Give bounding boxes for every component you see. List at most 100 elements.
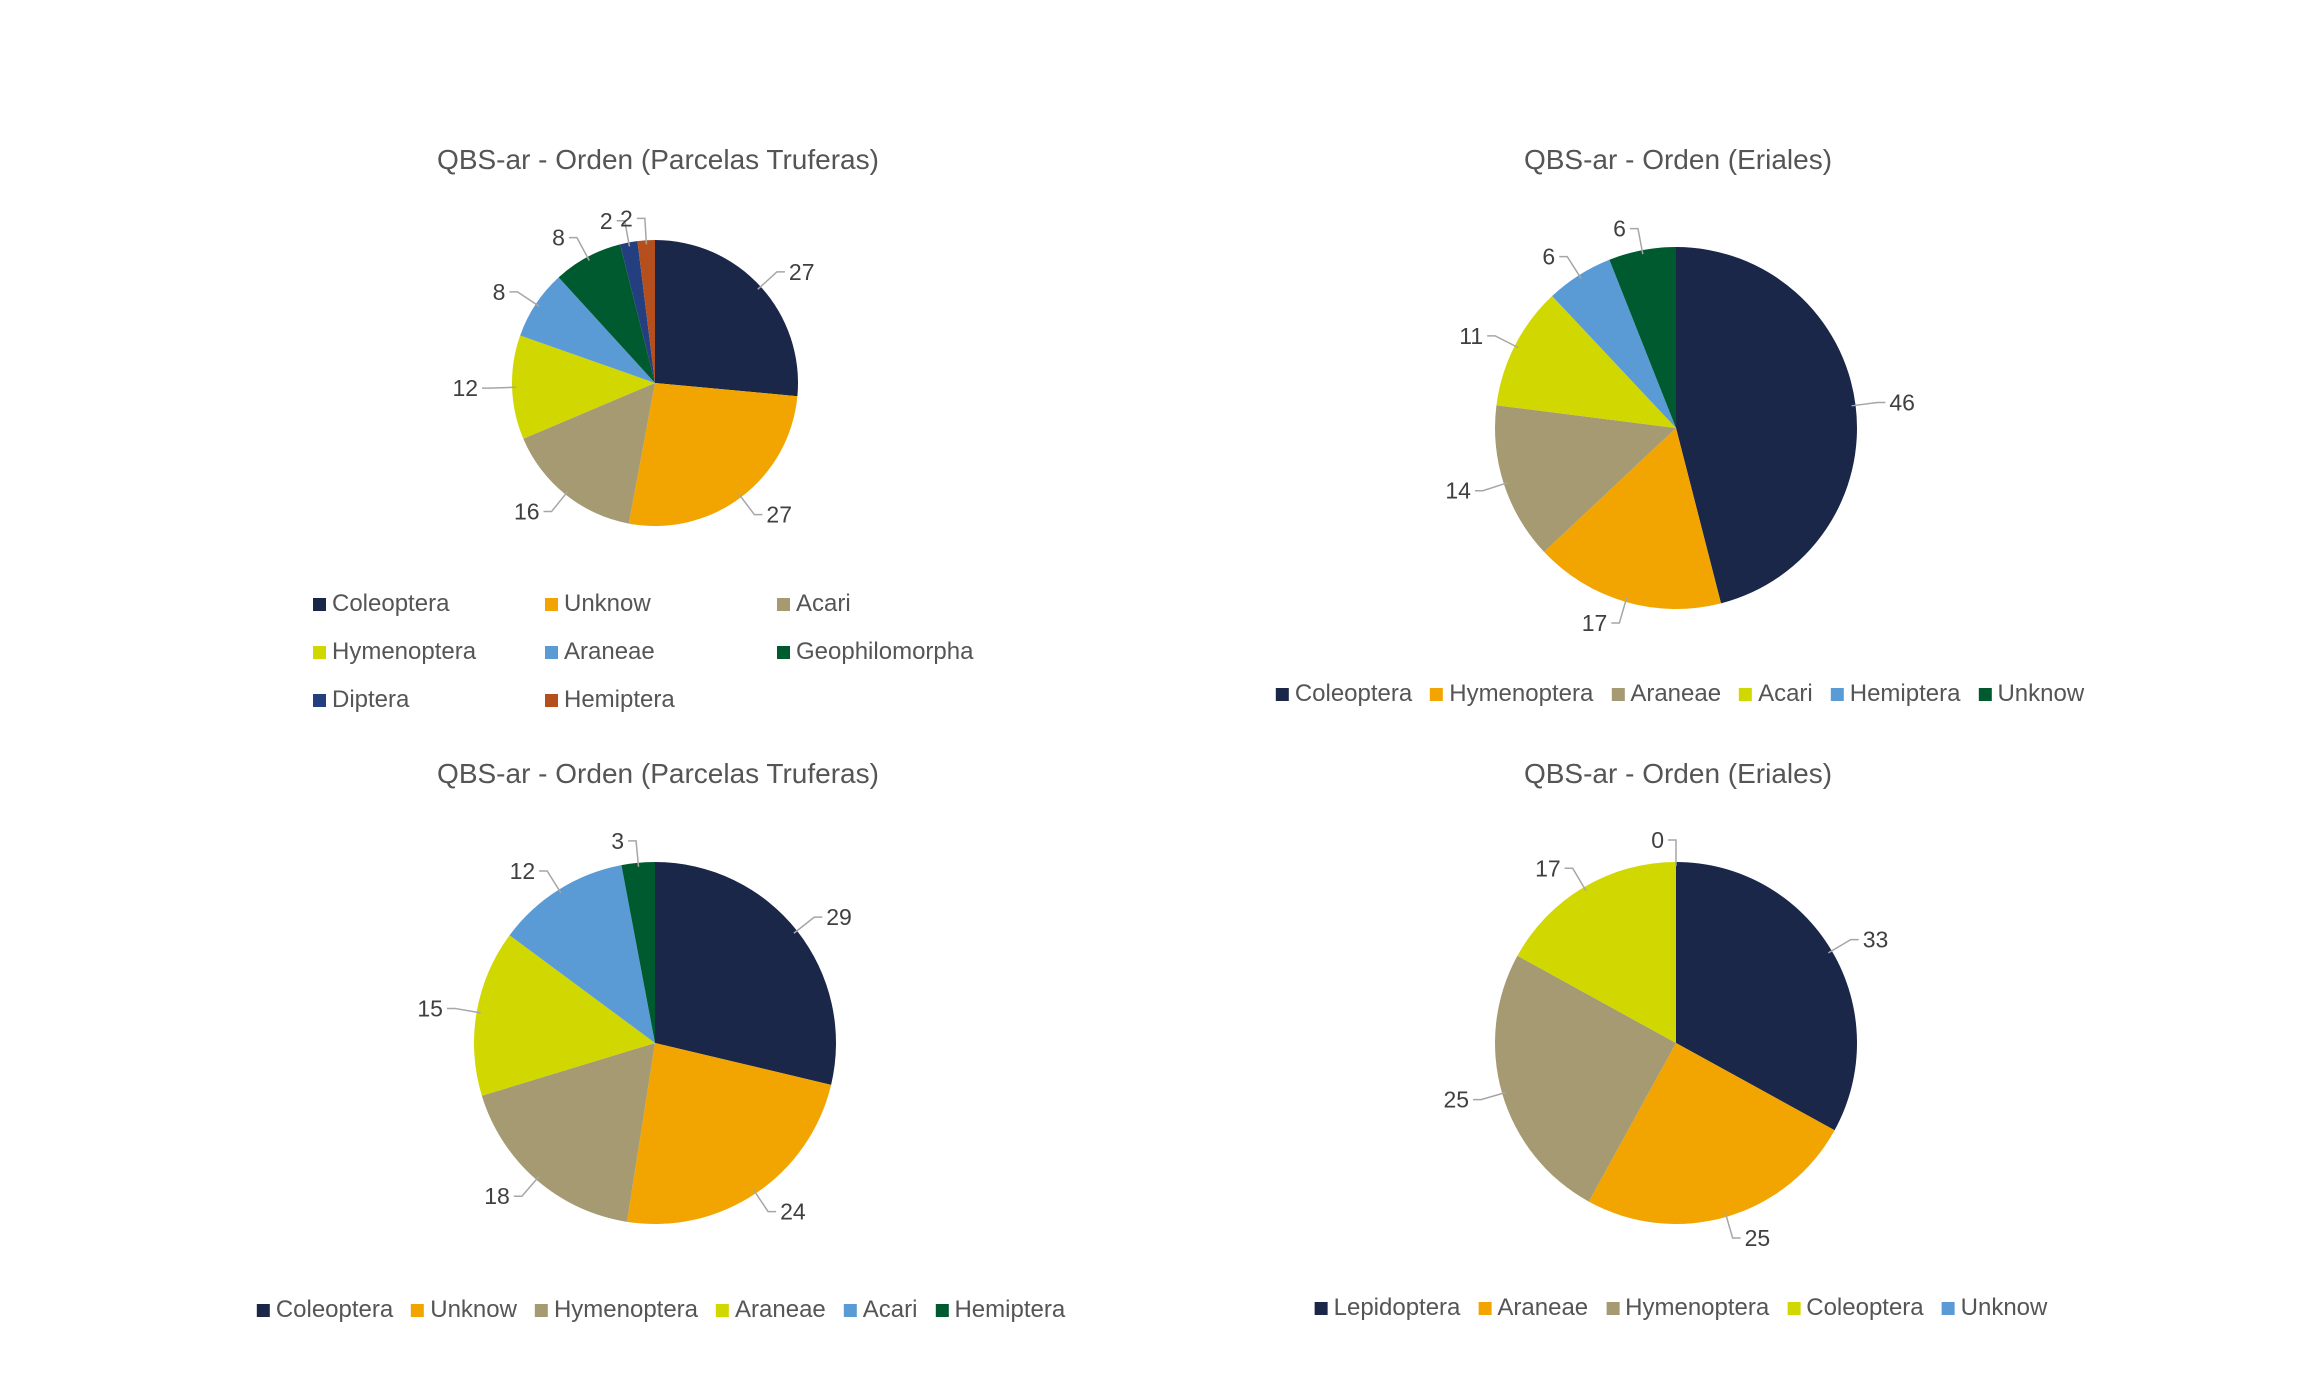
legend-label: Hymenoptera bbox=[332, 638, 477, 665]
legend-item: Hymenoptera bbox=[1430, 680, 1593, 708]
data-label: 0 bbox=[1651, 827, 1664, 853]
data-label: 33 bbox=[1863, 927, 1889, 953]
pie-chart-4: 33 25 25 17 0 bbox=[1443, 827, 1888, 1251]
legend-label: Unknow bbox=[430, 1296, 517, 1323]
legend-swatch bbox=[1314, 1301, 1328, 1315]
leader-line bbox=[752, 1189, 777, 1213]
leader-line bbox=[1474, 481, 1508, 492]
legend-swatch bbox=[534, 1303, 548, 1317]
pie-slice-unknow bbox=[1609, 247, 1676, 428]
data-label: 8 bbox=[552, 225, 565, 251]
chart-title-4: QBS-ar - Orden (Eriales) bbox=[1523, 758, 1833, 789]
pie-slice-coleoptera bbox=[655, 240, 799, 397]
legend-item: Hemiptera bbox=[1830, 680, 1960, 708]
chart-title-3: QBS-ar - Orden (Parcelas Truferas) bbox=[437, 758, 879, 789]
legend-swatch bbox=[1611, 687, 1625, 701]
pie-slice-acari bbox=[523, 383, 655, 524]
pie-chart-2: 46 17 14 11 6 6 bbox=[1445, 216, 1915, 636]
leader-line bbox=[543, 490, 569, 513]
legend-swatch bbox=[1830, 687, 1844, 701]
pie-slice-lepidoptera bbox=[1676, 862, 1857, 1131]
legend-swatch bbox=[1978, 687, 1992, 701]
pie-slice-araneae bbox=[520, 277, 655, 383]
data-label: 11 bbox=[1459, 323, 1483, 349]
legend-swatch bbox=[1941, 1301, 1955, 1315]
leader-line bbox=[1559, 255, 1582, 279]
legend-item: Acari bbox=[843, 1296, 918, 1324]
pie-slice-araneae bbox=[1588, 1043, 1835, 1224]
data-label: 15 bbox=[417, 995, 443, 1021]
data-label: 6 bbox=[1542, 244, 1555, 270]
legend-swatch bbox=[1275, 687, 1289, 701]
pie-slice-unknow bbox=[626, 1043, 832, 1224]
data-label: 12 bbox=[510, 858, 536, 884]
legend-label: Coleoptera bbox=[1806, 1294, 1924, 1321]
leader-line bbox=[636, 217, 648, 245]
legend-label: Hymenoptera bbox=[1625, 1294, 1770, 1321]
legend-label: Lepidoptera bbox=[1333, 1294, 1461, 1321]
pie-slice-acari bbox=[509, 865, 655, 1043]
legend-label: Unknow bbox=[564, 590, 651, 617]
legend-item: Coleoptera bbox=[1275, 680, 1412, 708]
legend-swatch bbox=[777, 597, 790, 611]
data-label: 2 bbox=[600, 208, 613, 234]
legend-swatch bbox=[716, 1303, 730, 1317]
legend-item: Unknow bbox=[1941, 1294, 2048, 1322]
leader-line bbox=[1668, 839, 1677, 866]
leader-line bbox=[539, 870, 562, 894]
legend-item: Araneae bbox=[1611, 680, 1721, 708]
legend-label: Acari bbox=[796, 590, 851, 617]
legend-label: Unknow bbox=[1960, 1294, 2048, 1321]
leader-line bbox=[793, 916, 823, 934]
legend-swatch bbox=[843, 1303, 857, 1317]
legend-label: Acari bbox=[1758, 680, 1813, 707]
pie-slice-hemiptera bbox=[1552, 259, 1676, 428]
legend-item: Araneae bbox=[716, 1296, 826, 1324]
legend-item: Acari bbox=[777, 590, 1009, 618]
pie-slice-hymenoptera bbox=[1544, 428, 1722, 609]
legend-label: Araneae bbox=[1630, 680, 1722, 707]
data-label: 16 bbox=[514, 499, 540, 525]
leader-line bbox=[509, 291, 540, 307]
leader-line bbox=[568, 236, 590, 261]
pie-slice-coleoptera bbox=[1676, 247, 1857, 604]
leader-line bbox=[616, 220, 631, 247]
leader-line bbox=[1611, 597, 1628, 624]
legend-item: Lepidoptera bbox=[1314, 1294, 1461, 1322]
legend-item: Hymenoptera bbox=[1606, 1294, 1769, 1322]
data-label: 27 bbox=[789, 259, 815, 285]
leader-line bbox=[1629, 227, 1644, 255]
legend-3: Coleoptera Unknow Hymenoptera Araneae Acari H… bbox=[256, 1296, 1066, 1324]
legend-item: Diptera bbox=[313, 686, 545, 714]
legend-item: Coleoptera bbox=[1787, 1294, 1924, 1322]
leader-line bbox=[446, 1007, 481, 1014]
data-label: 3 bbox=[611, 828, 624, 854]
legend-4: Lepidoptera Araneae Hymenoptera Coleoptera U… bbox=[1314, 1294, 2048, 1322]
pie-slice-geophilomorpha bbox=[558, 244, 655, 383]
legend-label: Acari bbox=[862, 1296, 918, 1323]
legend-label: Hemiptera bbox=[564, 686, 675, 713]
leader-line bbox=[1487, 335, 1519, 349]
data-label: 18 bbox=[484, 1183, 510, 1209]
data-label: 14 bbox=[1445, 478, 1471, 504]
pie-slice-unknow bbox=[628, 383, 798, 526]
legend-item: Coleoptera bbox=[313, 590, 545, 618]
legend-item: Hemiptera bbox=[545, 686, 777, 714]
leader-line bbox=[1827, 938, 1859, 954]
legend-item: Acari bbox=[1739, 680, 1813, 708]
legend-label: Unknow bbox=[1997, 680, 2085, 707]
legend-item: Araneae bbox=[545, 638, 777, 666]
leader-line bbox=[1851, 401, 1886, 407]
data-label: 6 bbox=[1613, 216, 1626, 242]
data-label: 2 bbox=[620, 205, 633, 231]
leader-line bbox=[757, 271, 785, 290]
legend-label: Hemiptera bbox=[954, 1296, 1066, 1323]
pie-slice-araneae bbox=[473, 935, 655, 1096]
data-label: 8 bbox=[493, 279, 506, 305]
leader-line bbox=[513, 1176, 540, 1197]
leader-line bbox=[1564, 867, 1587, 892]
data-label: 17 bbox=[1582, 610, 1608, 636]
legend-swatch bbox=[1739, 687, 1753, 701]
legend-swatch bbox=[545, 645, 558, 659]
